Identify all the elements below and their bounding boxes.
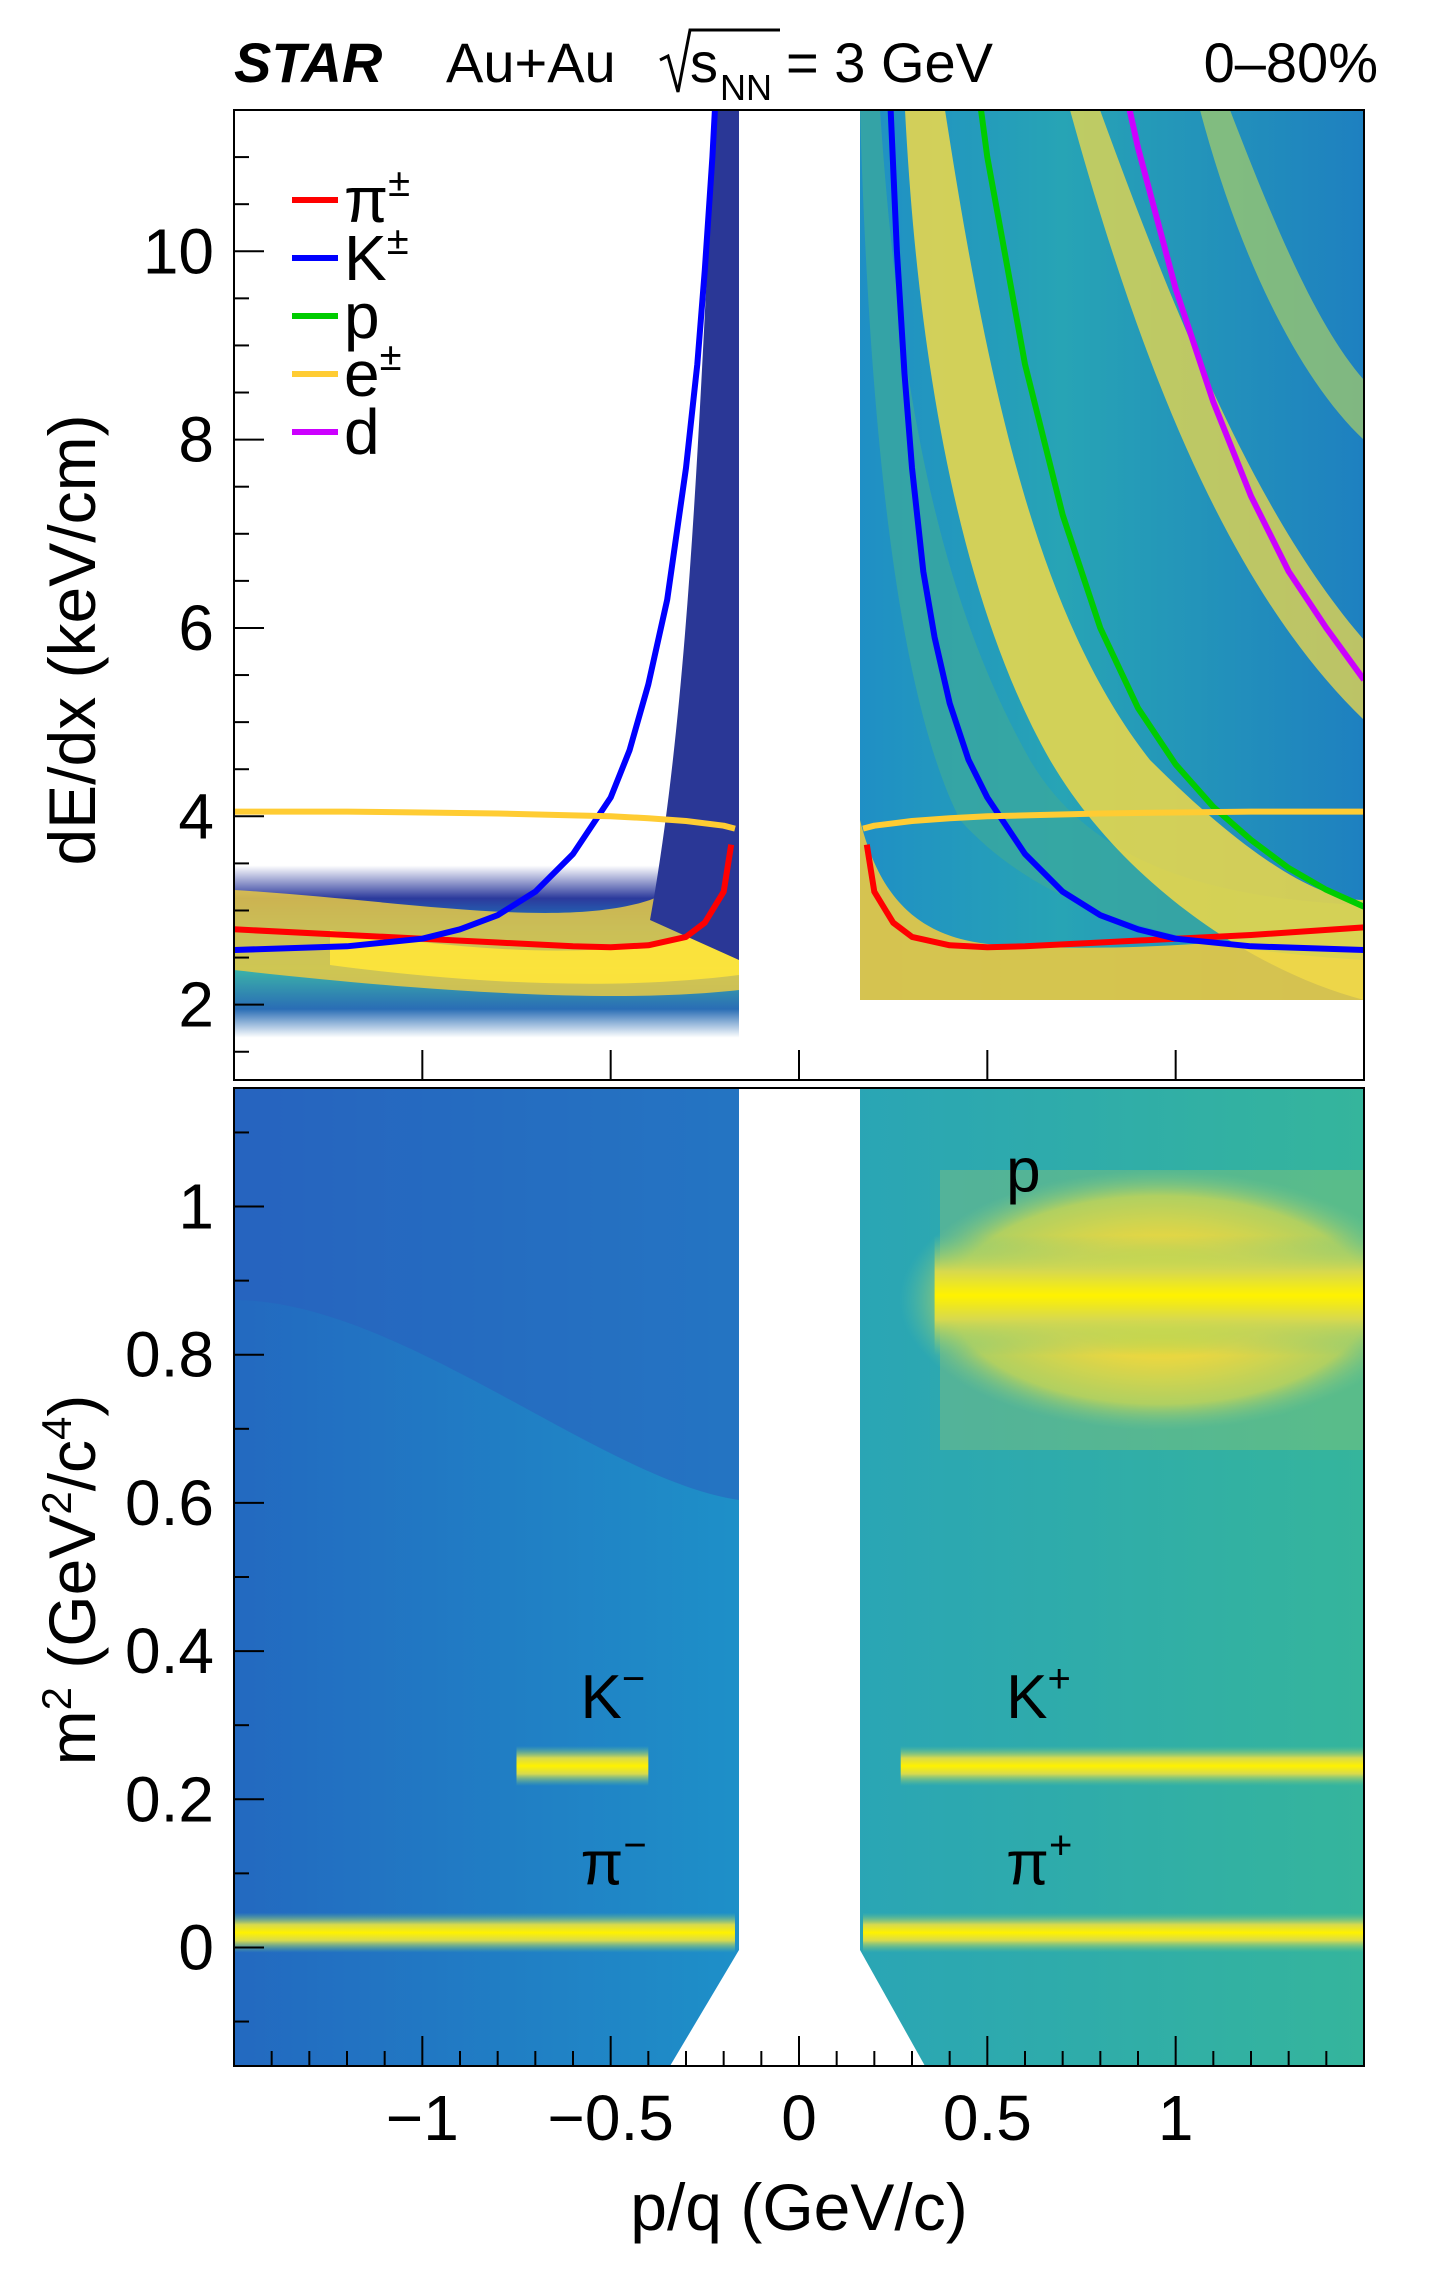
m2-bands — [234, 1235, 1364, 1953]
m2-x-tick-label: 0 — [781, 2082, 817, 2154]
left-pion-core — [330, 900, 739, 984]
dedx-x-ticks — [421, 1050, 1177, 1080]
annotation-πpos: π+ — [1006, 1823, 1072, 1898]
energy-subscript: NN — [720, 67, 772, 108]
curve-d-pos — [1126, 110, 1364, 682]
curve-e-neg — [234, 808, 736, 832]
band-πpos — [863, 1912, 1364, 1953]
right-pion-band — [860, 820, 1364, 1000]
m2-x-tick-label: −1 — [386, 2082, 459, 2154]
curve-K-neg — [234, 110, 718, 953]
m2-y-tick-label: 1 — [178, 1171, 214, 1243]
sqrt-symbol-icon — [659, 28, 780, 93]
band-Kpos — [900, 1745, 1364, 1786]
right-bottom-cut — [860, 1950, 925, 2066]
dedx-y-axis-title: dE/dx (keV/cm) — [35, 414, 109, 865]
m2-x-tick-label: 0.5 — [943, 2082, 1032, 2154]
m2-x-ticks: −1 −0.5 0 0.5 1 — [270, 2036, 1328, 2154]
band-p — [934, 1235, 1364, 1356]
right-lower-white — [860, 1000, 1364, 1080]
energy-symbol: s — [690, 31, 718, 94]
gap-region — [739, 110, 860, 1080]
left-bottom-cut — [670, 1950, 739, 2066]
m2-x-tick-label: −0.5 — [547, 2082, 673, 2154]
m2-y-tick-label: 0.4 — [125, 1615, 214, 1687]
band-πneg — [234, 1912, 735, 1953]
curve-pi-pos — [863, 844, 1364, 951]
legend-label-kaon: K± — [344, 219, 409, 294]
centrality-label: 0–80% — [1204, 31, 1378, 94]
left-kaon-flare — [650, 110, 739, 960]
figure-header: STAR Au+Au s NN = 3 GeV 0–80% — [234, 28, 1378, 108]
dedx-y-tick-label: 8 — [178, 404, 214, 476]
m2-x-tick-label: 1 — [1158, 2082, 1194, 2154]
right-kaon-halo — [860, 110, 1364, 960]
annotation-Kpos: K+ — [1006, 1657, 1071, 1732]
annotation-p: p — [1006, 1137, 1040, 1206]
dedx-y-ticks: 2 4 6 8 10 — [143, 156, 264, 1053]
x-axis-title: p/q (GeV/c) — [630, 2170, 967, 2244]
dedx-y-tick-label: 4 — [178, 780, 214, 852]
curve-K-pos — [887, 110, 1364, 953]
dedx-panel: 2 4 6 8 10 dE/dx (keV/cm) π±K±pe±d — [35, 109, 1365, 1081]
system-label: Au+Au — [446, 31, 616, 94]
m2-annotations: p K− K+ π− π+ — [581, 1137, 1073, 1899]
legend-label-proton: p — [344, 280, 380, 352]
m2-y-tick-label: 0 — [178, 1911, 214, 1983]
gap-region-bottom — [739, 1088, 860, 2066]
annotation-πneg: π− — [581, 1823, 647, 1898]
m2-y-ticks: 0 0.2 0.4 0.6 0.8 1 — [125, 1131, 264, 2023]
m2-y-tick-label: 0.2 — [125, 1763, 214, 1835]
right-proton-halo — [905, 110, 1364, 1000]
legend-label-electron: e± — [344, 335, 402, 410]
right-triton-halo — [1200, 110, 1364, 440]
curve-p-pos — [978, 110, 1364, 910]
m2-y-tick-label: 0.8 — [125, 1319, 214, 1391]
curve-pi-neg — [234, 844, 735, 951]
legend-label-pion: π± — [344, 161, 410, 236]
band-Kneg — [516, 1745, 649, 1786]
dedx-y-tick-label: 2 — [178, 969, 214, 1041]
m2-y-tick-label: 0.6 — [125, 1467, 214, 1539]
curve-e-pos — [862, 808, 1364, 832]
dedx-y-tick-label: 10 — [143, 215, 214, 287]
legend-label-deuteron: d — [344, 396, 380, 468]
annotation-Kneg: K− — [581, 1657, 646, 1732]
energy-value: = 3 GeV — [786, 31, 994, 94]
m2-y-axis-title: m2 (GeV2/c4) — [33, 1395, 109, 1766]
m2-panel: 0 0.2 0.4 0.6 0.8 1 −1 −0.5 0 0.5 1 p K− K+ π− π+ m2 … — [33, 1087, 1365, 2244]
dedx-y-tick-label: 6 — [178, 592, 214, 664]
dedx-curves — [234, 110, 1364, 953]
experiment-label: STAR — [234, 31, 383, 94]
dedx-legend: π±K±pe±d — [292, 161, 410, 468]
left-upper-dark — [234, 1088, 739, 1500]
